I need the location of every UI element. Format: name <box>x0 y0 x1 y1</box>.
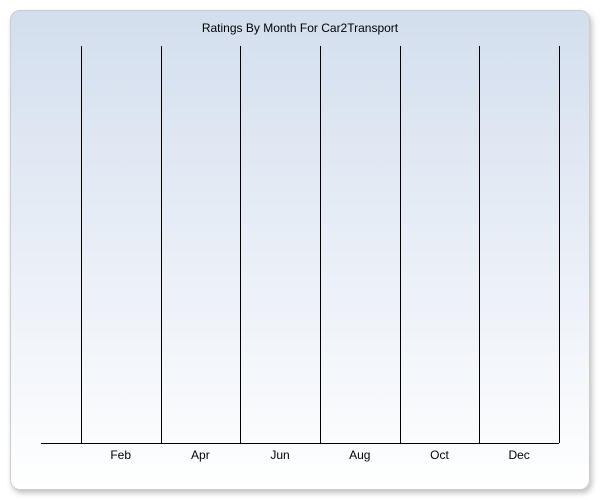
x-tick-label: Feb <box>110 448 131 462</box>
chart-title: Ratings By Month For Car2Transport <box>11 21 589 35</box>
x-tick-label: Apr <box>191 448 210 462</box>
gridline <box>479 46 480 443</box>
x-tick-label: Aug <box>349 448 370 462</box>
gridline <box>81 46 82 443</box>
x-tick-label: Oct <box>430 448 449 462</box>
gridline <box>161 46 162 443</box>
x-tick-label: Jun <box>270 448 289 462</box>
x-tick-label: Dec <box>508 448 529 462</box>
gridline <box>400 46 401 443</box>
gridline <box>240 46 241 443</box>
gridline <box>559 46 560 443</box>
chart-panel: Ratings By Month For Car2Transport Feb Ap… <box>10 10 590 490</box>
gridline <box>320 46 321 443</box>
x-axis-labels: Feb Apr Jun Aug Oct Dec <box>41 448 559 464</box>
chart-container: Ratings By Month For Car2Transport Feb Ap… <box>0 0 600 500</box>
plot-area <box>41 46 559 444</box>
